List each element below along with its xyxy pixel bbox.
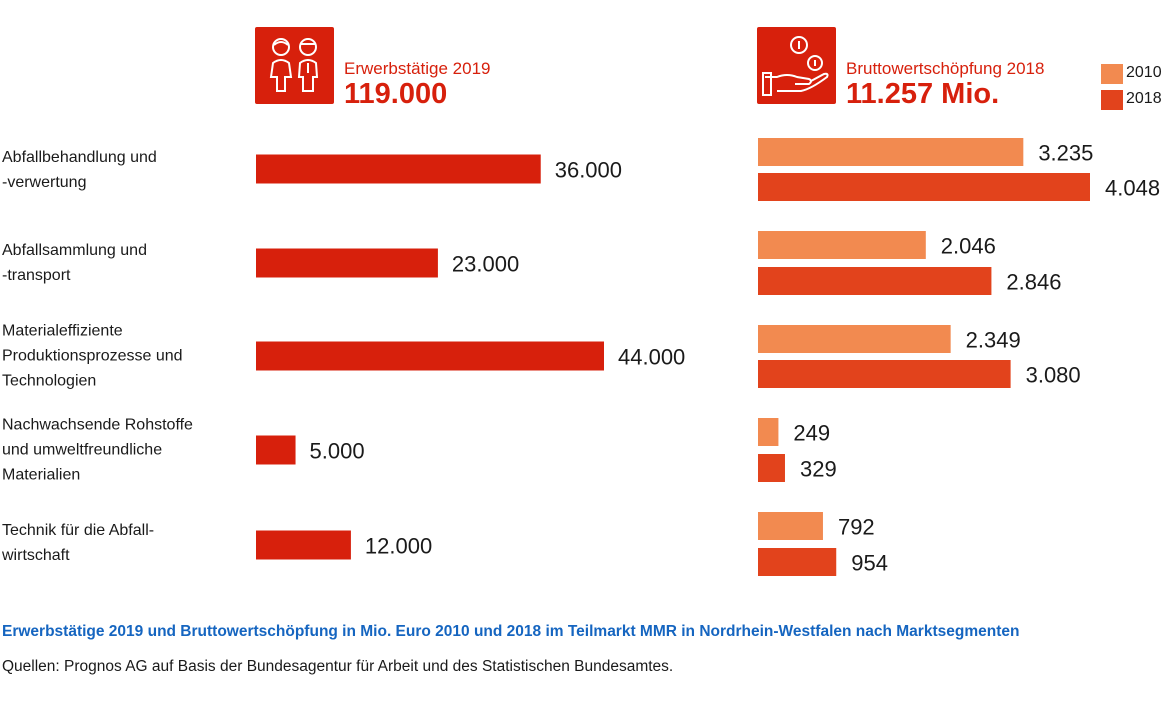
value-2010-bar — [758, 512, 823, 540]
category-label: Abfallbehandlung und -verwertung — [2, 145, 242, 195]
legend-swatch-2018 — [1101, 90, 1123, 110]
value-2010-label: 3.235 — [1038, 141, 1093, 166]
value-2018-label: 2.846 — [1006, 270, 1061, 295]
employment-bar — [256, 530, 351, 560]
value-2018-bar — [758, 454, 785, 482]
category-line: Materialeffiziente — [2, 322, 123, 340]
category-line: Materialien — [2, 466, 81, 484]
category-label: Nachwachsende Rohstoffe und umweltfreund… — [2, 413, 242, 488]
value-added-header-total: 11.257 Mio. — [846, 78, 1000, 110]
value-2018-label: 329 — [800, 457, 837, 482]
category-line: Technologien — [2, 372, 97, 390]
value-2018-label: 954 — [851, 551, 888, 576]
employment-bar — [256, 435, 296, 465]
legend-label-2018: 2018 — [1126, 90, 1162, 107]
category-line: Produktionsprozesse und — [2, 347, 183, 365]
employment-bar — [256, 248, 438, 278]
category-line: Nachwachsende Rohstoffe — [2, 416, 193, 434]
value-2010-label: 792 — [838, 515, 875, 540]
value-2018-bar — [758, 360, 1011, 388]
value-2018-bar — [758, 267, 992, 295]
legend-label-2010: 2010 — [1126, 64, 1162, 81]
category-line: Abfallsammlung und — [2, 242, 147, 259]
employment-header-label: Erwerbstätige 2019 — [344, 59, 491, 78]
legend-swatch-2010 — [1101, 64, 1123, 84]
value-added-icon-box — [757, 27, 836, 104]
value-2010-label: 2.349 — [966, 328, 1021, 353]
value-2010-label: 249 — [793, 421, 830, 446]
category-line: wirtschaft — [2, 547, 70, 564]
category-line: und umweltfreundliche — [2, 441, 163, 459]
chart-caption: Erwerbstätige 2019 und Bruttowertschöpfu… — [2, 623, 1020, 640]
value-2010-bar — [758, 418, 779, 446]
source-note: Quellen: Prognos AG auf Basis der Bundes… — [2, 658, 674, 675]
value-2018-label: 4.048 — [1105, 176, 1160, 201]
value-2010-label: 2.046 — [941, 234, 996, 259]
employment-bar — [256, 341, 604, 371]
employment-value-label: 23.000 — [452, 252, 519, 277]
value-2010-bar — [758, 325, 951, 353]
value-added-header-label: Bruttowertschöpfung 2018 — [846, 59, 1045, 78]
category-line: Abfallbehandlung und — [2, 149, 157, 166]
hand-coins-icon — [762, 36, 829, 96]
employment-value-label: 12.000 — [365, 534, 432, 559]
employment-bar — [256, 154, 541, 184]
value-2010-bar — [758, 138, 1024, 166]
two-people-icon — [269, 38, 319, 92]
value-2018-label: 3.080 — [1026, 363, 1081, 388]
category-label: Technik für die Abfall- wirtschaft — [2, 518, 242, 568]
category-label: Abfallsammlung und -transport — [2, 238, 242, 288]
value-2010-bar — [758, 231, 926, 259]
category-line: -verwertung — [2, 174, 87, 191]
employment-icon-box — [255, 27, 334, 104]
employment-header-total: 119.000 — [344, 78, 448, 110]
employment-value-label: 44.000 — [618, 345, 685, 370]
employment-value-label: 36.000 — [555, 158, 622, 183]
category-line: -transport — [2, 267, 71, 284]
bar-chart: 36.000 23.000 44.000 5.000 12.000 3.235 2.046 2… — [256, 138, 1160, 576]
employment-value-label: 5.000 — [310, 439, 365, 464]
value-2018-bar — [758, 173, 1090, 201]
value-2018-bar — [758, 548, 837, 576]
category-line: Technik für die Abfall- — [2, 522, 155, 539]
category-label: Materialeffiziente Produktionsprozesse u… — [2, 319, 242, 394]
